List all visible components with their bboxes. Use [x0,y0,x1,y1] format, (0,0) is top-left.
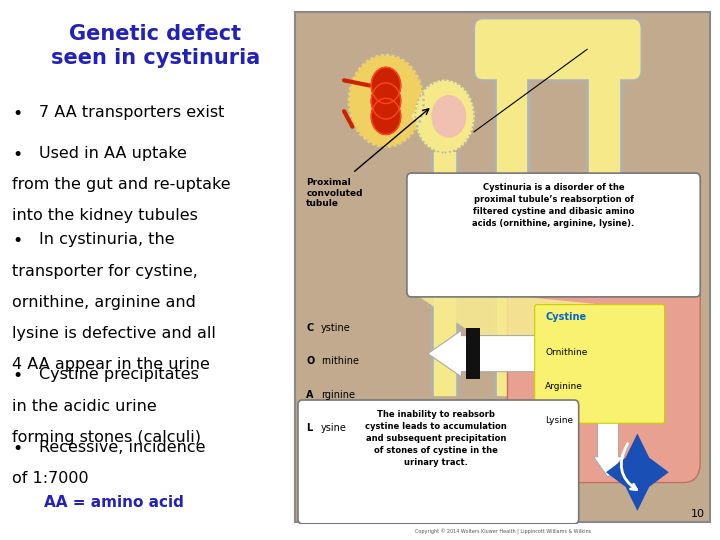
FancyArrow shape [428,330,595,377]
Text: The inability to reabsorb
cystine leads to accumulation
and subsequent precipita: The inability to reabsorb cystine leads … [365,410,507,467]
Text: ystine: ystine [321,323,351,333]
Text: 4 AA appear in the urine: 4 AA appear in the urine [12,357,210,373]
Text: Used in AA uptake: Used in AA uptake [39,146,186,161]
Text: AA = amino acid: AA = amino acid [44,495,184,510]
Text: Arginine: Arginine [545,382,583,391]
FancyBboxPatch shape [407,173,701,297]
Text: 10: 10 [690,509,704,518]
Text: •: • [12,367,22,385]
Text: Genetic defect
seen in cystinuria: Genetic defect seen in cystinuria [50,24,260,68]
Text: Lysine: Lysine [545,415,573,424]
Circle shape [348,55,423,147]
Text: Copyright © 2014 Wolters Kluwer Health | Lippincott Williams & Wilkins: Copyright © 2014 Wolters Kluwer Health |… [415,529,591,535]
Circle shape [372,83,400,119]
Circle shape [372,98,400,134]
Text: ornithine, arginine and: ornithine, arginine and [12,295,196,310]
Text: 7 AA transporters exist: 7 AA transporters exist [39,105,224,120]
Text: from the gut and re-uptake: from the gut and re-uptake [12,177,230,192]
Text: in the acidic urine: in the acidic urine [12,399,157,414]
Text: lysine is defective and all: lysine is defective and all [12,326,216,341]
Text: •: • [12,146,22,164]
Polygon shape [420,297,629,369]
Text: Cystinuria is a disorder of the
proximal tubule’s reabsorption of
filtered cysti: Cystinuria is a disorder of the proximal… [472,184,635,228]
Circle shape [415,80,474,152]
Text: forming stones (calculi): forming stones (calculi) [12,430,201,445]
Text: rginine: rginine [321,390,355,400]
FancyBboxPatch shape [535,305,665,423]
Text: L: L [306,423,312,433]
Text: •: • [12,105,22,123]
Polygon shape [606,434,669,511]
Text: into the kidney tubules: into the kidney tubules [12,208,198,224]
Bar [466,328,480,380]
FancyBboxPatch shape [474,18,642,80]
Text: •: • [12,232,22,250]
Text: Proximal
convoluted
tubule: Proximal convoluted tubule [306,178,363,208]
FancyBboxPatch shape [508,276,701,483]
Circle shape [372,68,400,104]
Text: •: • [12,440,22,458]
Text: Cystine precipitates: Cystine precipitates [39,367,199,382]
Text: Recessive, incidence: Recessive, incidence [39,440,205,455]
FancyArrow shape [593,421,623,477]
Text: Ornithine: Ornithine [545,348,588,357]
Text: rnithine: rnithine [321,356,359,366]
Text: Cystine: Cystine [545,312,586,322]
Text: transporter for cystine,: transporter for cystine, [12,264,198,279]
Text: A: A [306,390,314,400]
Circle shape [432,96,466,137]
Text: ysine: ysine [321,423,347,433]
Text: In cystinuria, the: In cystinuria, the [39,232,174,247]
Text: O: O [306,356,315,366]
Text: of 1:7000: of 1:7000 [12,471,89,487]
FancyBboxPatch shape [295,12,710,522]
FancyBboxPatch shape [298,400,579,524]
Text: C: C [306,323,314,333]
